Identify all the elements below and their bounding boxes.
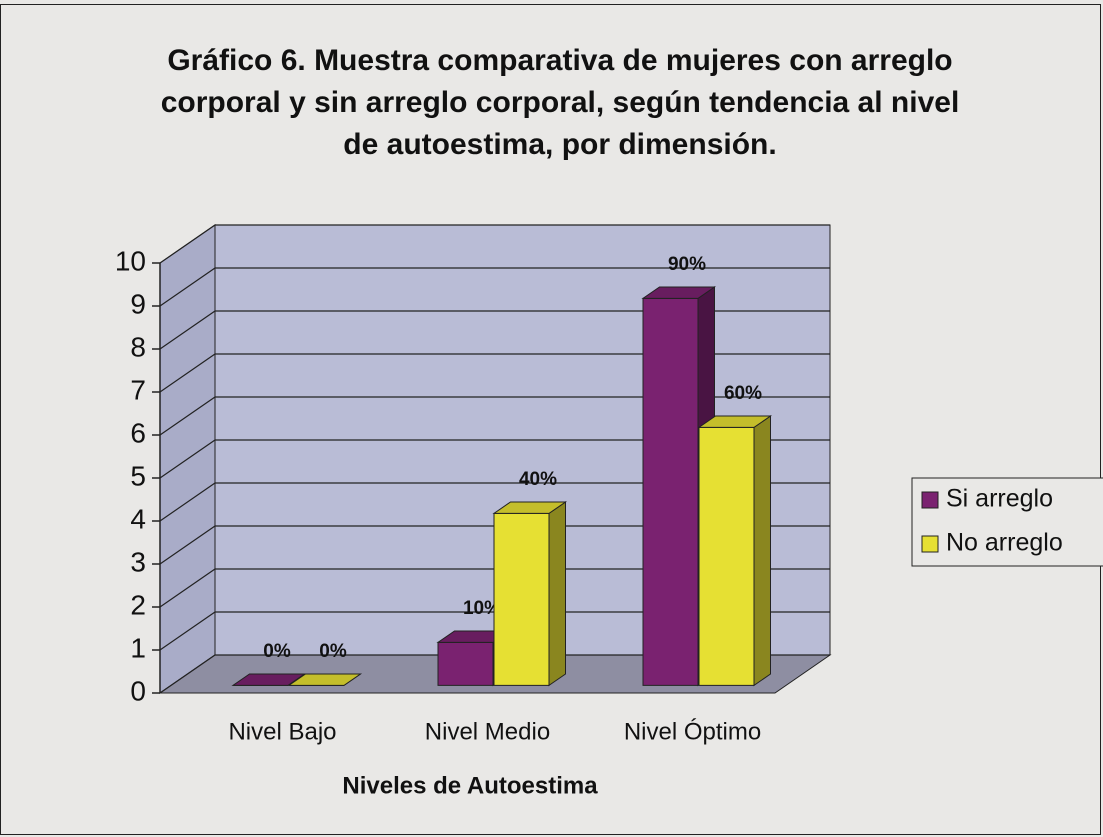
bar-top — [231, 673, 307, 686]
x-axis-title: Niveles de Autoestima — [342, 772, 598, 799]
grid-line — [159, 267, 830, 307]
value-label: 0% — [319, 641, 347, 662]
y-tick-label: 8 — [130, 331, 146, 362]
grid-line — [159, 654, 830, 694]
y-tick-label: 1 — [130, 632, 146, 663]
bar-top — [641, 286, 717, 299]
legend-label: Si arreglo — [946, 485, 1053, 513]
value-label: 0% — [263, 641, 291, 662]
chart-title: Gráfico 6. Muestra comparativa de mujere… — [160, 44, 960, 161]
y-tick-label: 2 — [130, 589, 146, 620]
bar — [231, 673, 307, 686]
y-tick-label: 3 — [130, 546, 146, 577]
grid-line — [159, 224, 830, 264]
bar-top — [287, 673, 363, 686]
x-tick-label: Nivel Medio — [425, 718, 550, 745]
bar — [492, 501, 568, 687]
grid-line — [159, 525, 830, 565]
bar-side — [548, 501, 566, 687]
bar-front — [437, 641, 494, 686]
y-tick-label: 10 — [115, 245, 146, 276]
grid-line — [159, 310, 830, 350]
bar — [697, 415, 773, 687]
y-tick-label: 7 — [130, 374, 146, 405]
bar-front — [642, 297, 699, 686]
y-tick-label: 9 — [130, 288, 146, 319]
y-tick-label: 0 — [130, 675, 146, 706]
grid-line — [159, 439, 830, 479]
value-label: 40% — [519, 469, 557, 490]
grid-line — [159, 568, 830, 608]
bar-front — [698, 426, 755, 686]
bar-top — [697, 415, 773, 428]
bar-front — [493, 512, 550, 686]
legend-label: No arreglo — [946, 529, 1063, 557]
x-tick-label: Nivel Óptimo — [624, 718, 761, 745]
legend-box — [911, 477, 1103, 567]
value-label: 90% — [668, 254, 706, 275]
y-tick-label: 6 — [130, 417, 146, 448]
legend-swatch — [921, 491, 939, 509]
grid-line — [159, 353, 830, 393]
grid-line — [159, 611, 830, 651]
grid-line — [159, 482, 830, 522]
legend-swatch — [921, 535, 939, 553]
grid-line — [159, 396, 830, 436]
y-tick-label: 4 — [130, 503, 146, 534]
frame — [0, 4, 1101, 835]
y-tick-label: 5 — [130, 460, 146, 491]
bar-top — [492, 501, 568, 514]
value-label: 10% — [463, 598, 501, 619]
x-tick-label: Nivel Bajo — [228, 718, 336, 745]
value-label: 60% — [724, 383, 762, 404]
bar — [287, 673, 363, 686]
bar-side — [753, 415, 771, 687]
